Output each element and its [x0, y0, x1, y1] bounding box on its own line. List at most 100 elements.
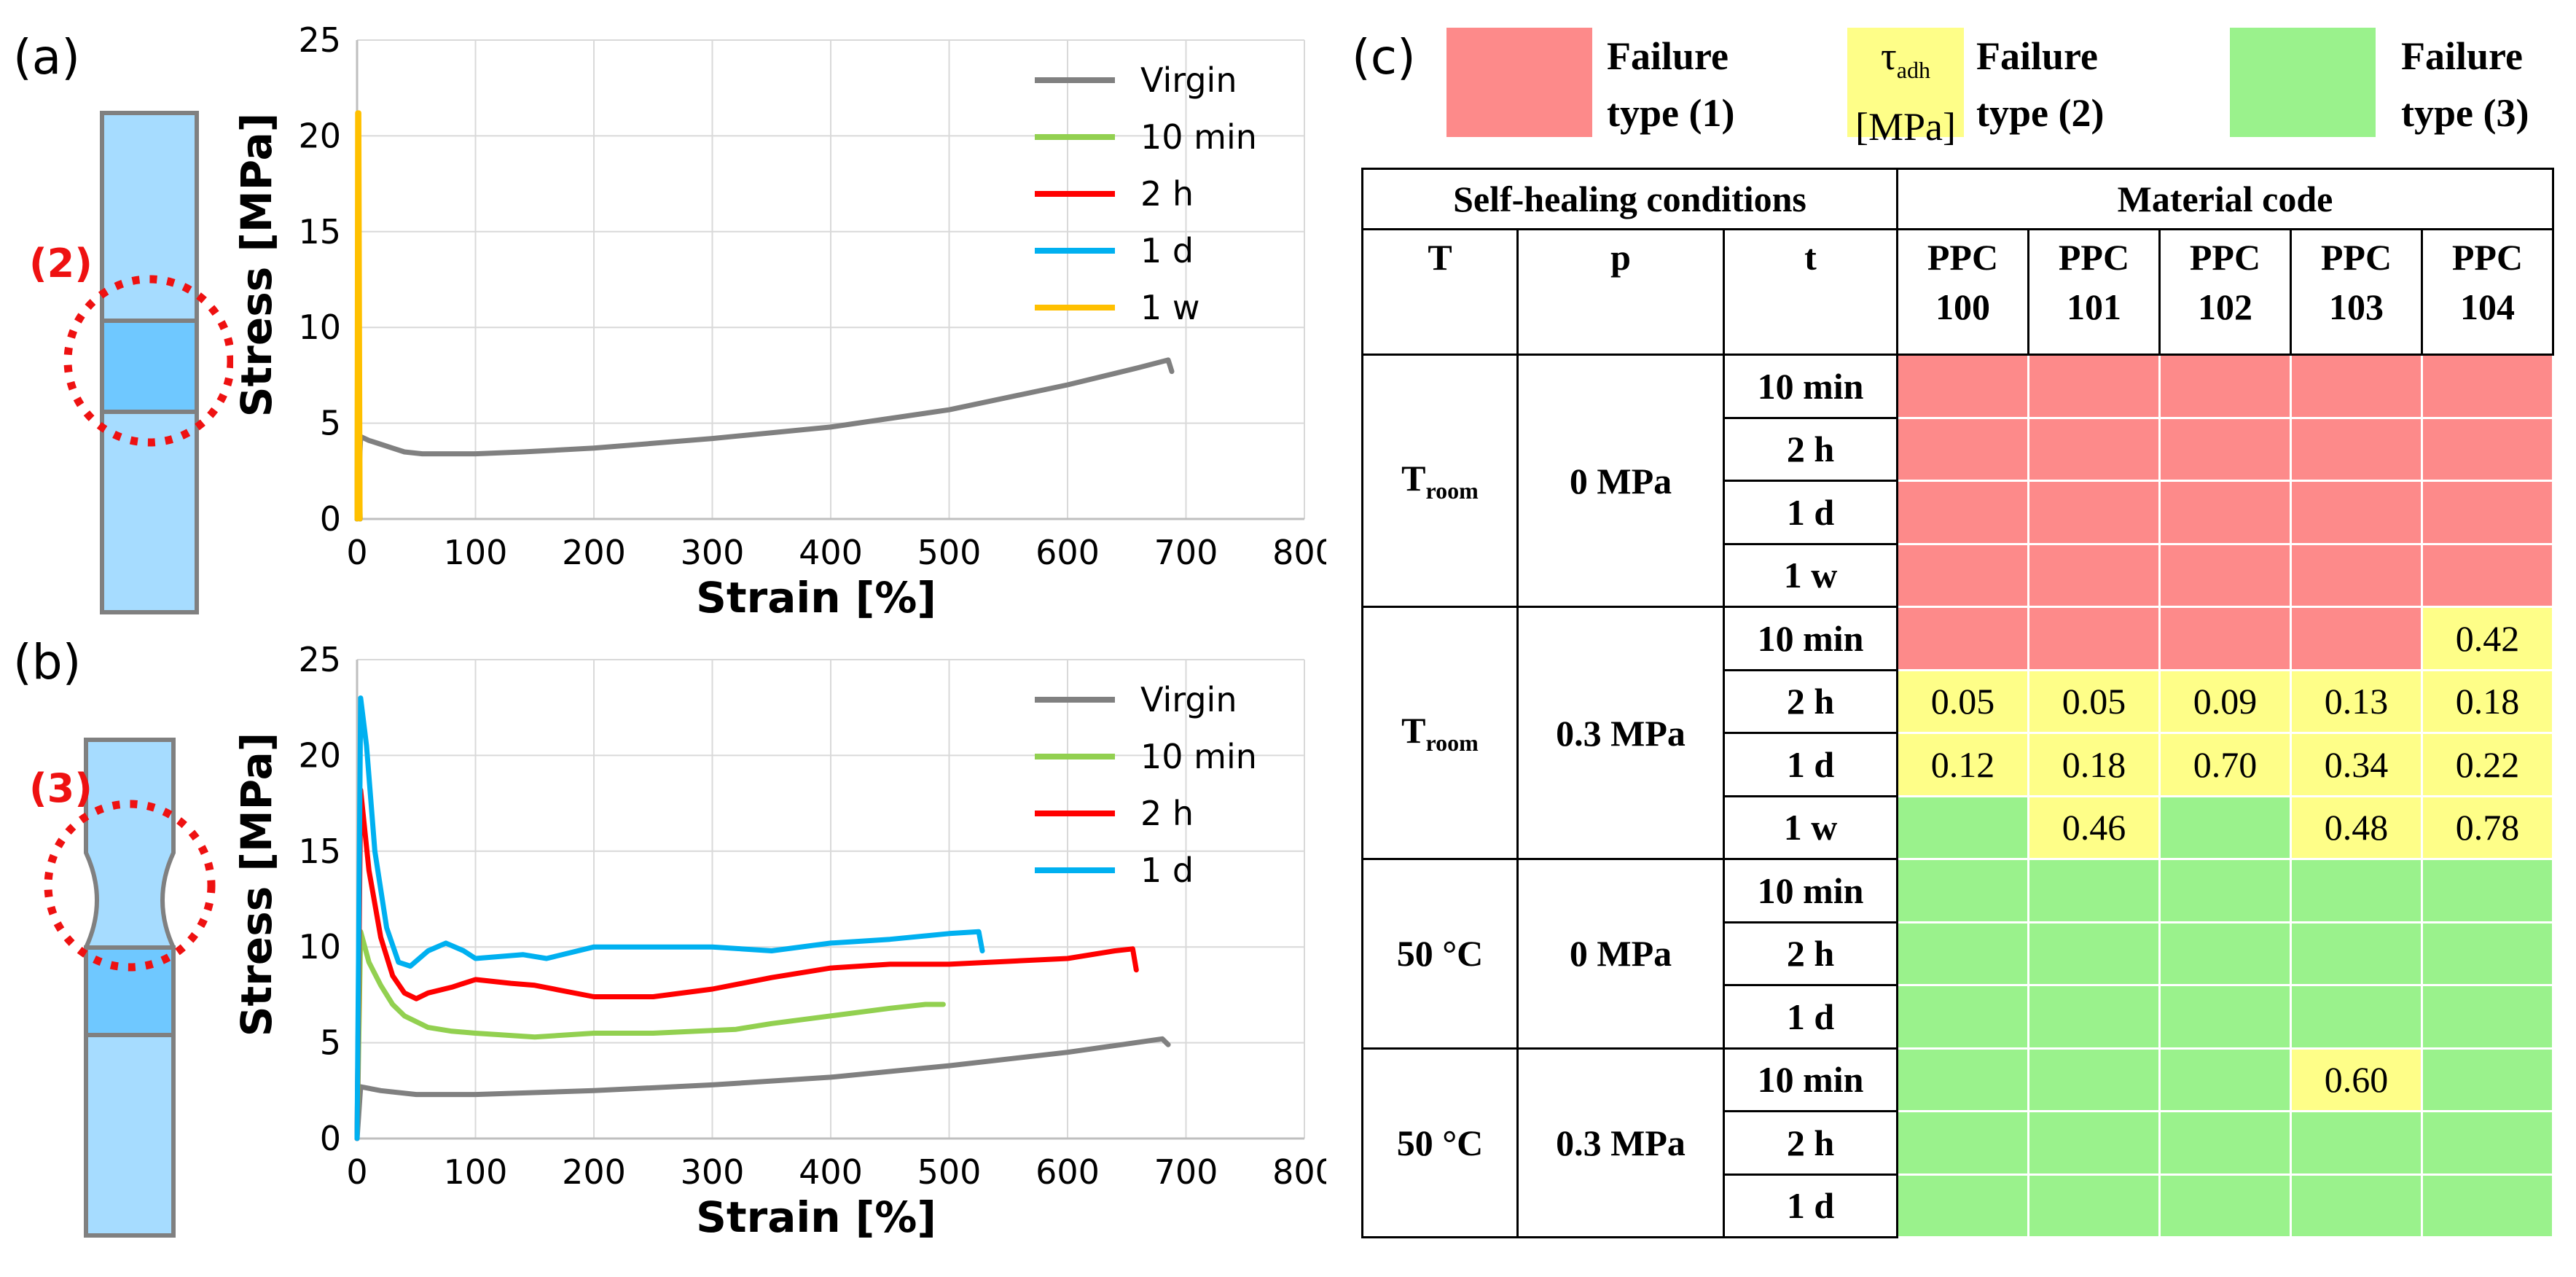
condition-time: 1 d [1723, 1173, 1898, 1238]
result-cell: 0.70 [2158, 732, 2292, 797]
specimen-b-marker: (3) [29, 765, 93, 811]
temperature-symbol: 50 °C [1396, 1122, 1484, 1163]
result-cell [2290, 921, 2423, 986]
material-code-number: 100 [1935, 286, 1990, 327]
condition-time: 2 h [1723, 1110, 1898, 1176]
result-cell [2027, 984, 2161, 1050]
result-cell [2027, 1110, 2161, 1176]
result-cell [1896, 416, 2029, 482]
condition-time: 2 h [1723, 668, 1898, 734]
y-tick-label: 20 [298, 116, 341, 155]
result-cell [1896, 921, 2029, 986]
specimen-a-overlap [100, 319, 199, 414]
x-tick-label: 0 [346, 533, 367, 572]
result-cell [1896, 1173, 2029, 1238]
panel-label-c: (c) [1352, 29, 1416, 85]
result-cell: 0.48 [2290, 794, 2423, 860]
y-tick-label: 25 [298, 22, 341, 60]
header-p: p [1516, 228, 1725, 356]
temperature-symbol: T [1401, 458, 1426, 499]
result-cell [1896, 1110, 2029, 1176]
result-cell [1896, 984, 2029, 1050]
stress-strain-chart-a: 0 100 200 300 400 500 600 700 800 0 5 10 15 20 25 Strai… [232, 22, 1326, 622]
result-cell [2158, 416, 2292, 482]
specimen-b-highlight-circle [44, 800, 216, 972]
panel-label-a: (a) [13, 29, 80, 85]
header-self-healing-conditions: Self-healing conditions [1361, 168, 1898, 230]
series-line-virgin [354, 1036, 1171, 1141]
result-cell: 0.34 [2290, 732, 2423, 797]
result-cell [2027, 542, 2161, 608]
result-cell [2421, 480, 2554, 545]
result-cell [2290, 1173, 2423, 1238]
result-cell [2027, 480, 2161, 545]
result-cell [2158, 921, 2292, 986]
material-code-prefix: PPC [1927, 237, 1999, 278]
y-tick-label: 15 [298, 832, 341, 871]
condition-temperature: Troom [1361, 354, 1519, 608]
result-cell: 0.09 [2158, 668, 2292, 734]
result-cell [2158, 858, 2292, 923]
legend-swatch-type2 [1847, 28, 1964, 137]
result-cell [2421, 921, 2554, 986]
temperature-symbol: 50 °C [1396, 933, 1484, 975]
result-cell: 0.18 [2421, 668, 2554, 734]
condition-time: 10 min [1723, 354, 1898, 419]
series-line-2-h [354, 787, 1139, 1141]
result-cell [2290, 858, 2423, 923]
y-tick-label: 20 [298, 735, 341, 775]
result-cell [2158, 794, 2292, 860]
x-tick-label: 700 [1154, 533, 1218, 572]
condition-pressure: 0 MPa [1516, 858, 1725, 1050]
condition-time: 2 h [1723, 921, 1898, 986]
result-cell [2290, 480, 2423, 545]
result-cell: 0.46 [2027, 794, 2161, 860]
result-cell: 0.18 [2027, 732, 2161, 797]
result-cell [2027, 858, 2161, 923]
result-cell [2421, 1110, 2554, 1176]
y-tick-label: 0 [320, 499, 341, 539]
result-cell [2158, 1110, 2292, 1176]
legend-label: 2 h [1140, 174, 1194, 214]
result-cell [2290, 606, 2423, 671]
x-tick-label: 800 [1272, 1152, 1326, 1192]
header-t: t [1723, 228, 1898, 356]
result-cell [2290, 542, 2423, 608]
table-row: 1 d [1363, 1173, 2554, 1238]
legend-label: 2 h [1140, 794, 1194, 833]
result-cell [1896, 542, 2029, 608]
result-cell [1896, 1047, 2029, 1112]
condition-pressure: 0.3 MPa [1516, 1047, 1725, 1238]
result-cell [1896, 480, 2029, 545]
material-code-number: 101 [2067, 286, 2121, 327]
specimen-a-illustration: (2) [29, 111, 233, 614]
temperature-symbol: T [1401, 710, 1426, 751]
x-tick-label: 600 [1036, 533, 1100, 572]
result-cell: 0.05 [2027, 668, 2161, 734]
result-cell [2158, 984, 2292, 1050]
x-tick-label: 100 [444, 533, 508, 572]
result-cell [2421, 1173, 2554, 1238]
result-cell [2027, 416, 2161, 482]
material-code-number: 103 [2329, 286, 2384, 327]
result-cell [2158, 354, 2292, 419]
result-cell [2421, 984, 2554, 1050]
legend-label: Virgin [1140, 680, 1237, 719]
self-healing-table: Self-healing conditions Material code T … [1361, 168, 2554, 1238]
legend-tau-symbol: τ [1881, 34, 1897, 78]
material-code-prefix: PPC [2451, 237, 2524, 278]
table-row: 2 h [1363, 921, 2554, 986]
stress-strain-chart-b: 0 100 200 300 400 500 600 700 800 0 5 10 15 20 25 Strai… [232, 641, 1326, 1242]
result-cell [2421, 416, 2554, 482]
result-cell: 0.78 [2421, 794, 2554, 860]
table-row: 1 w 0.46 0.48 0.78 [1363, 794, 2554, 860]
condition-temperature: 50 °C [1361, 858, 1519, 1050]
result-cell [2421, 542, 2554, 608]
result-cell [2027, 921, 2161, 986]
condition-time: 10 min [1723, 1047, 1898, 1112]
legend-label: 1 d [1140, 851, 1194, 890]
legend-swatch-type3 [2230, 28, 2376, 137]
result-cell [2027, 1173, 2161, 1238]
condition-time: 10 min [1723, 606, 1898, 671]
result-cell [1896, 606, 2029, 671]
